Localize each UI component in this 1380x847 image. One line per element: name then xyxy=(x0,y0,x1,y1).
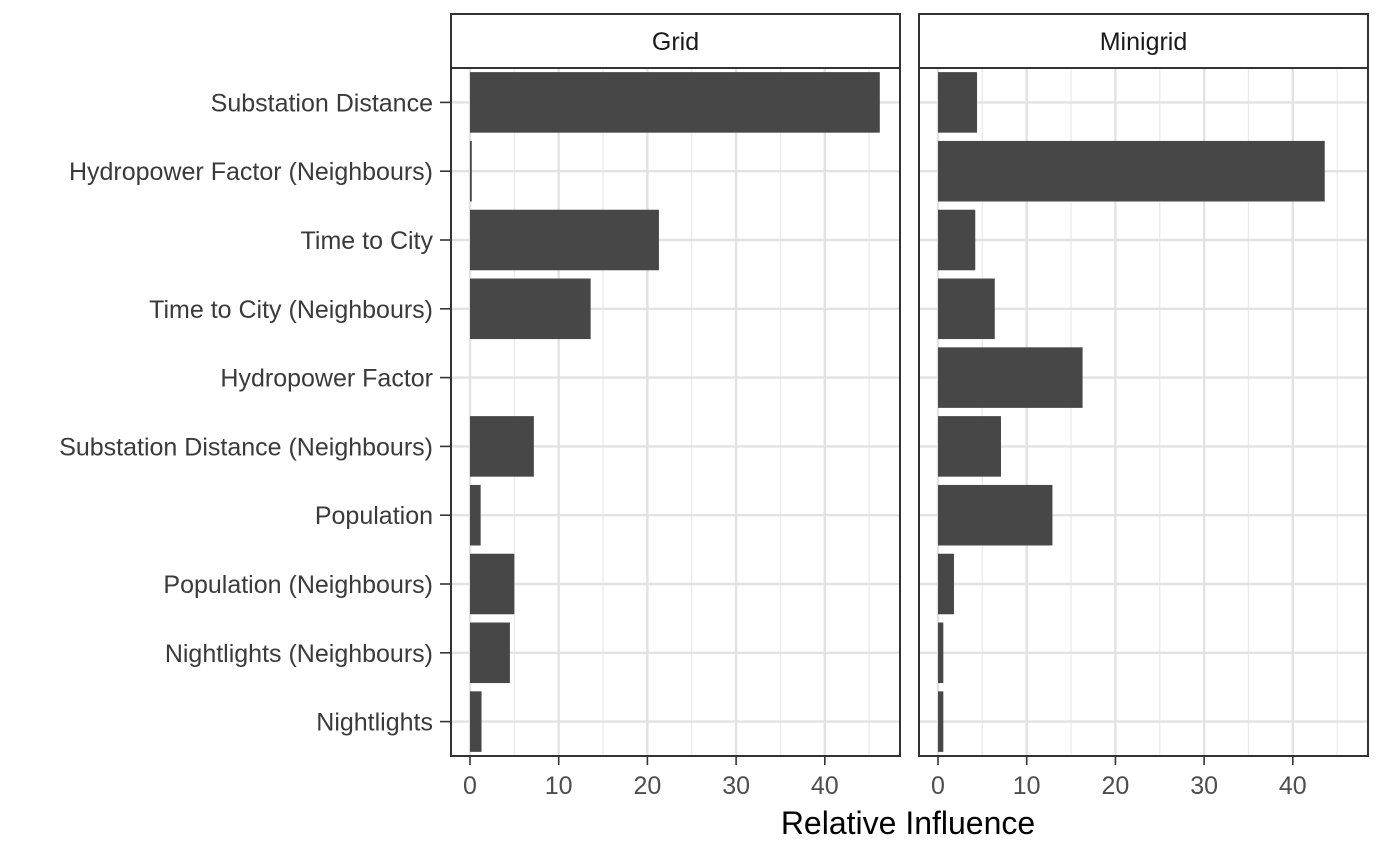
x-tick-label: 20 xyxy=(1101,772,1129,800)
x-tick-label: 20 xyxy=(633,772,661,800)
y-tick-label: Population (Neighbours) xyxy=(163,571,433,599)
bar-grid xyxy=(470,622,510,684)
bar-grid xyxy=(470,209,659,271)
facet-strip xyxy=(918,13,1369,69)
bar-grid xyxy=(470,416,534,477)
x-tick-label: 30 xyxy=(1190,772,1218,800)
x-tick-label: 0 xyxy=(931,772,945,800)
bar-minigrid xyxy=(938,484,1053,546)
bar-grid xyxy=(470,278,591,340)
facet-panel-grid: Grid 0 10 20 30 40 xyxy=(450,13,901,800)
x-tick-label: 40 xyxy=(811,772,839,800)
x-tick-label: 40 xyxy=(1279,772,1307,800)
bar-minigrid xyxy=(938,416,1001,477)
facet-panel-minigrid: Minigrid 0 10 20 30 40 xyxy=(918,13,1369,800)
bar-grid xyxy=(470,140,472,202)
bar-grid xyxy=(470,484,481,546)
y-tick-label: Nightlights xyxy=(316,709,433,737)
y-tick-label: Substation Distance xyxy=(211,89,433,117)
facet-strip-label: Grid xyxy=(652,28,699,56)
bar-minigrid xyxy=(938,140,1325,202)
bar-minigrid xyxy=(938,209,976,271)
x-tick-label: 30 xyxy=(722,772,750,800)
bar-minigrid xyxy=(938,553,954,615)
y-axis-labels: Substation Distance Hydropower Factor (Ne… xyxy=(59,89,451,737)
bar-minigrid xyxy=(938,622,944,684)
y-tick-label: Nightlights (Neighbours) xyxy=(165,640,433,668)
bar-minigrid xyxy=(938,72,978,133)
y-tick-label: Time to City xyxy=(301,227,434,255)
x-tick-label: 10 xyxy=(545,772,573,800)
y-tick-label: Hydropower Factor xyxy=(220,365,433,393)
y-tick-label: Hydropower Factor (Neighbours) xyxy=(69,158,433,186)
bar-grid xyxy=(470,72,880,133)
bar-minigrid xyxy=(938,691,944,752)
x-axis-title: Relative Influence xyxy=(781,805,1035,841)
facet-strip xyxy=(450,13,901,69)
facet-panels: Grid 0 10 20 30 40 Minigrid 0 10 20 30 40 xyxy=(450,13,1369,800)
bar-grid xyxy=(470,691,482,752)
y-tick-label: Substation Distance (Neighbours) xyxy=(59,433,433,461)
x-tick-label: 10 xyxy=(1013,772,1041,800)
y-tick-label: Time to City (Neighbours) xyxy=(149,296,433,324)
facet-strip-label: Minigrid xyxy=(1100,28,1188,56)
bar-minigrid xyxy=(938,278,995,340)
bar-grid xyxy=(470,553,515,615)
x-tick-label: 0 xyxy=(463,772,477,800)
bar-minigrid xyxy=(938,347,1083,408)
y-tick-label: Population xyxy=(315,502,433,530)
